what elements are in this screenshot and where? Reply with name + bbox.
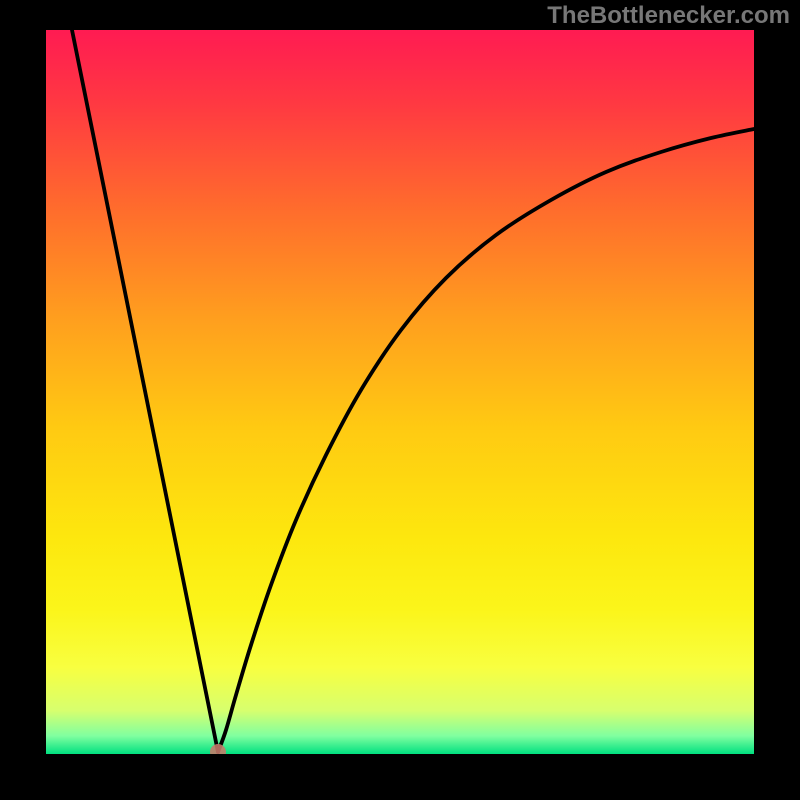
- watermark-text: TheBottlenecker.com: [547, 2, 790, 30]
- axis-border-bottom: [0, 754, 800, 800]
- axis-border-right: [754, 0, 800, 800]
- axis-border-left: [0, 0, 46, 800]
- bottleneck-chart: TheBottlenecker.com: [0, 0, 800, 800]
- bottleneck-curve-right: [46, 30, 754, 754]
